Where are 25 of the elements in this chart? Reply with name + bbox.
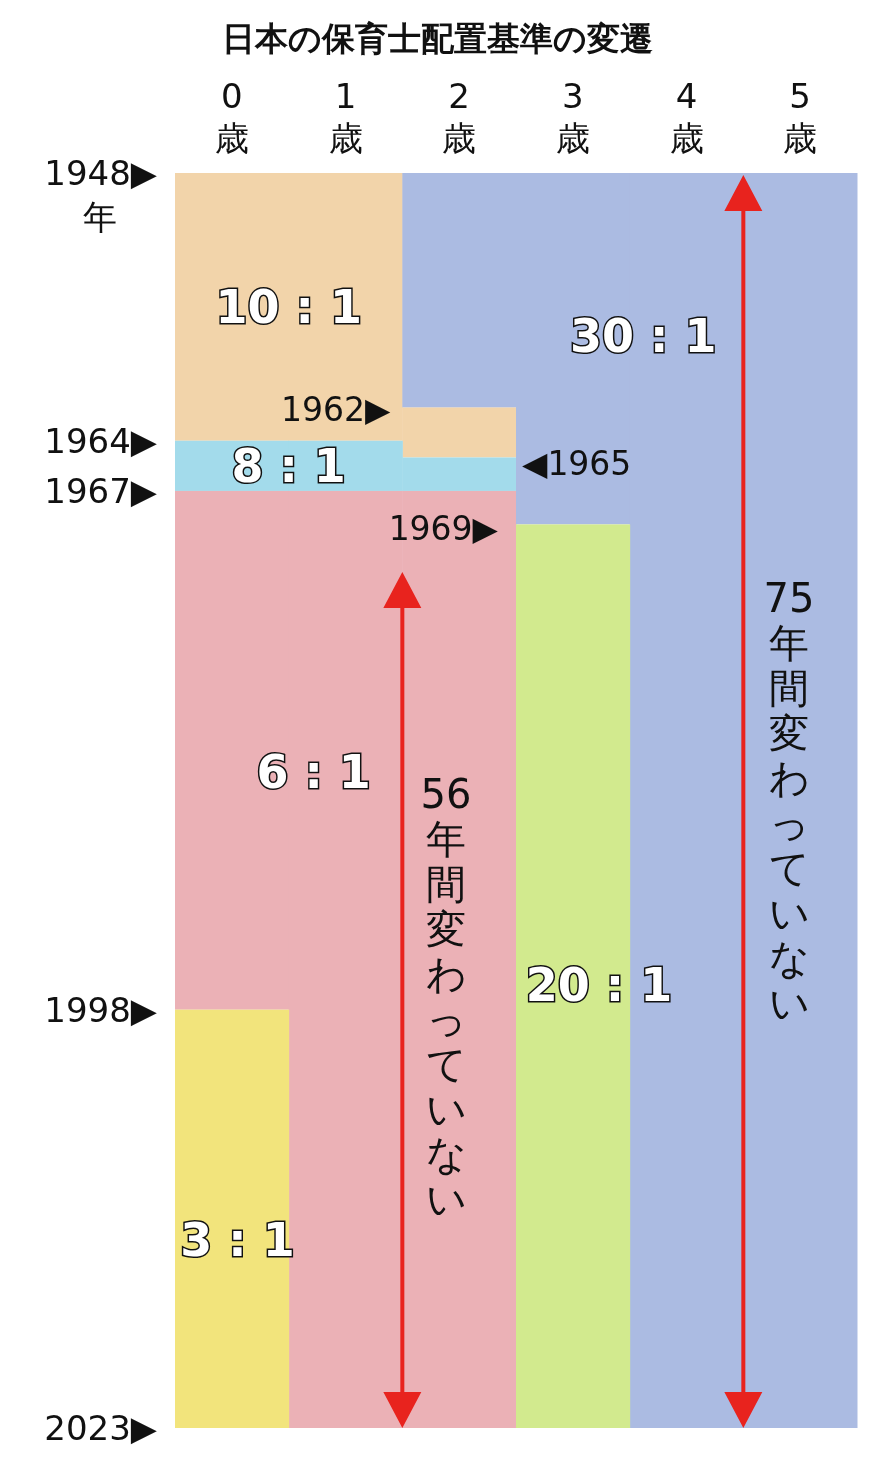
annotation: 1969▶	[388, 509, 499, 548]
series-label: 20 : 1	[525, 958, 673, 1013]
y-tick-label: 1967▶	[44, 470, 158, 511]
text: 75年間変わっていない	[763, 575, 815, 1026]
series-label: 3 : 1	[180, 1212, 295, 1267]
x-tick-label: 5 歳	[783, 76, 818, 158]
x-tick-label: 4 歳	[669, 76, 704, 158]
series-label: 10 : 1	[215, 279, 362, 334]
x-tick-label: 3 歳	[555, 76, 590, 158]
text: 56年間変わっていない	[420, 771, 472, 1222]
series-label: 6 : 1	[256, 745, 371, 800]
y-tick-label: 1948▶ 年	[44, 153, 158, 237]
annotation: 1962▶	[280, 390, 391, 429]
y-tick-label: 1998▶	[44, 989, 158, 1030]
chart-title: 日本の保育士配置基準の変遷	[222, 19, 653, 58]
x-tick-label: 1 歳	[328, 76, 363, 158]
bar	[516, 524, 631, 1428]
x-tick-label: 0 歳	[214, 76, 249, 158]
annotation: ◀1965	[522, 444, 632, 483]
y-tick-label: 2023▶	[44, 1408, 158, 1448]
series-label: 30 : 1	[570, 309, 717, 364]
y-tick-label: 1964▶	[44, 420, 158, 461]
x-tick-label: 2 歳	[442, 76, 477, 158]
bar	[175, 1009, 290, 1428]
series-label: 8 : 1	[231, 438, 346, 493]
